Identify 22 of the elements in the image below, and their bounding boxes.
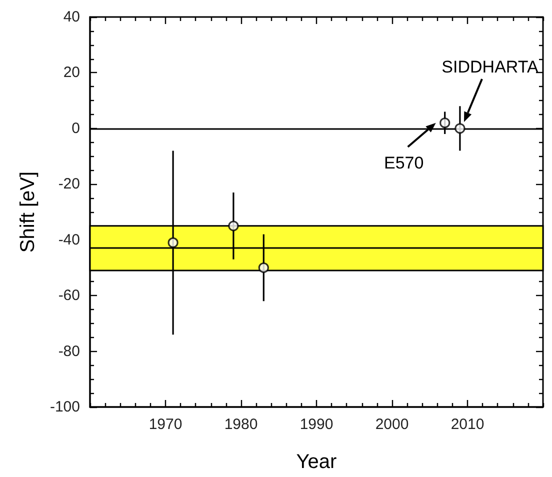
x-tick-label: 1990: [300, 416, 334, 433]
y-axis-title: Shift [eV]: [17, 171, 39, 253]
x-tick-label: 1970: [148, 416, 182, 433]
y-tick-label: -20: [58, 176, 80, 193]
point: [258, 262, 269, 274]
x-tick-label: 2010: [450, 416, 484, 433]
point: [454, 123, 466, 134]
y-tick-label: 0: [72, 120, 80, 137]
y-tick-label: -80: [58, 342, 80, 360]
x-tick-label: 2000: [375, 416, 409, 433]
y-tick-label: -100: [50, 398, 80, 416]
annotation: E570: [384, 153, 424, 172]
y-tick-label: 40: [63, 8, 80, 26]
x-axis-title: Year: [296, 451, 338, 473]
y-tick-label: -60: [58, 287, 80, 304]
annotation: SIDDHARTA: [442, 58, 539, 76]
y-tick-label: -40: [58, 231, 80, 248]
point: [168, 237, 178, 248]
point: [440, 118, 450, 128]
y-tick-label: 20: [63, 64, 80, 82]
x-tick-label: 1980: [224, 416, 258, 433]
point: [228, 220, 239, 232]
